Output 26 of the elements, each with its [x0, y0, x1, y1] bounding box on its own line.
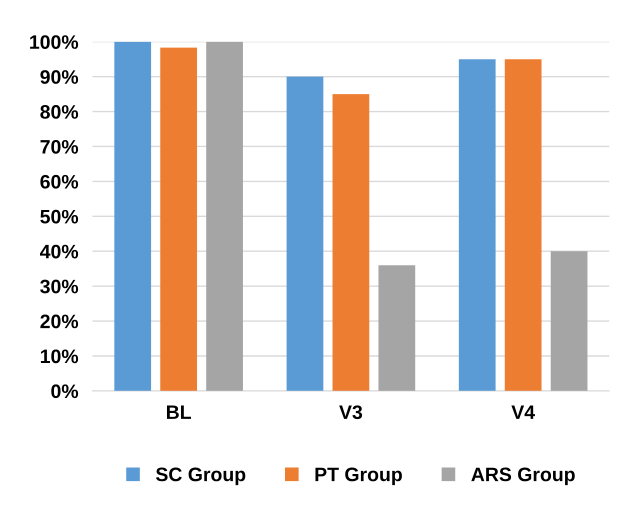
x-tick-label: V4	[511, 406, 535, 419]
bar	[286, 76, 324, 391]
x-tick-label: V3	[339, 405, 362, 420]
y-tick-label: 0%	[51, 384, 78, 398]
y-tick-label: 40%	[40, 244, 78, 258]
bar	[378, 265, 416, 391]
y-tick-label: 10%	[40, 349, 78, 364]
y-tick-label: 20%	[40, 314, 78, 328]
bar	[504, 59, 542, 391]
legend-label: SC Group	[156, 468, 246, 486]
y-tick-label: 80%	[40, 105, 78, 119]
bar	[160, 48, 198, 391]
y-tick-label: 70%	[40, 140, 78, 154]
bar	[550, 251, 588, 391]
y-tick-label: 90%	[40, 70, 78, 84]
y-tick-label: 50%	[40, 210, 78, 224]
bar	[206, 42, 243, 391]
legend-label: PT Group	[315, 468, 402, 486]
bar	[458, 59, 496, 391]
legend-label: ARS Group	[471, 468, 575, 486]
y-tick-label: 60%	[40, 174, 78, 189]
bar	[332, 94, 370, 391]
bar	[114, 42, 152, 391]
x-tick-label: BL	[166, 406, 192, 419]
y-tick-label: 30%	[40, 280, 78, 294]
y-tick-label: 100%	[30, 35, 78, 49]
